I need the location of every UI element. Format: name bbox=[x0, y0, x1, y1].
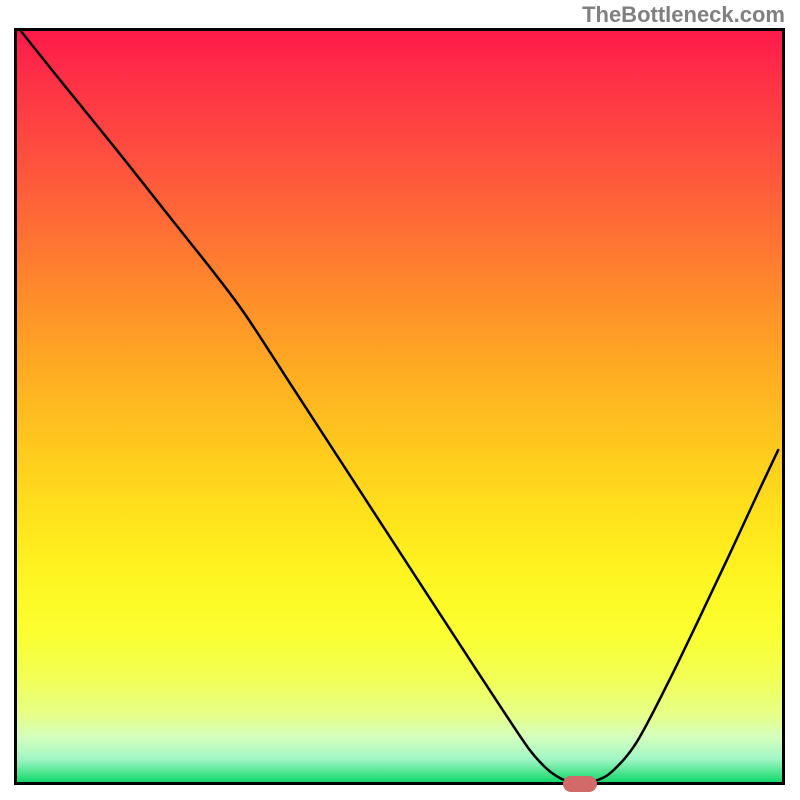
bottleneck-curve bbox=[21, 31, 778, 782]
min-marker bbox=[563, 776, 597, 792]
chart-container: TheBottleneck.com bbox=[0, 0, 800, 800]
watermark: TheBottleneck.com bbox=[582, 2, 785, 28]
curve-layer bbox=[17, 31, 782, 782]
plot-area bbox=[14, 28, 785, 785]
